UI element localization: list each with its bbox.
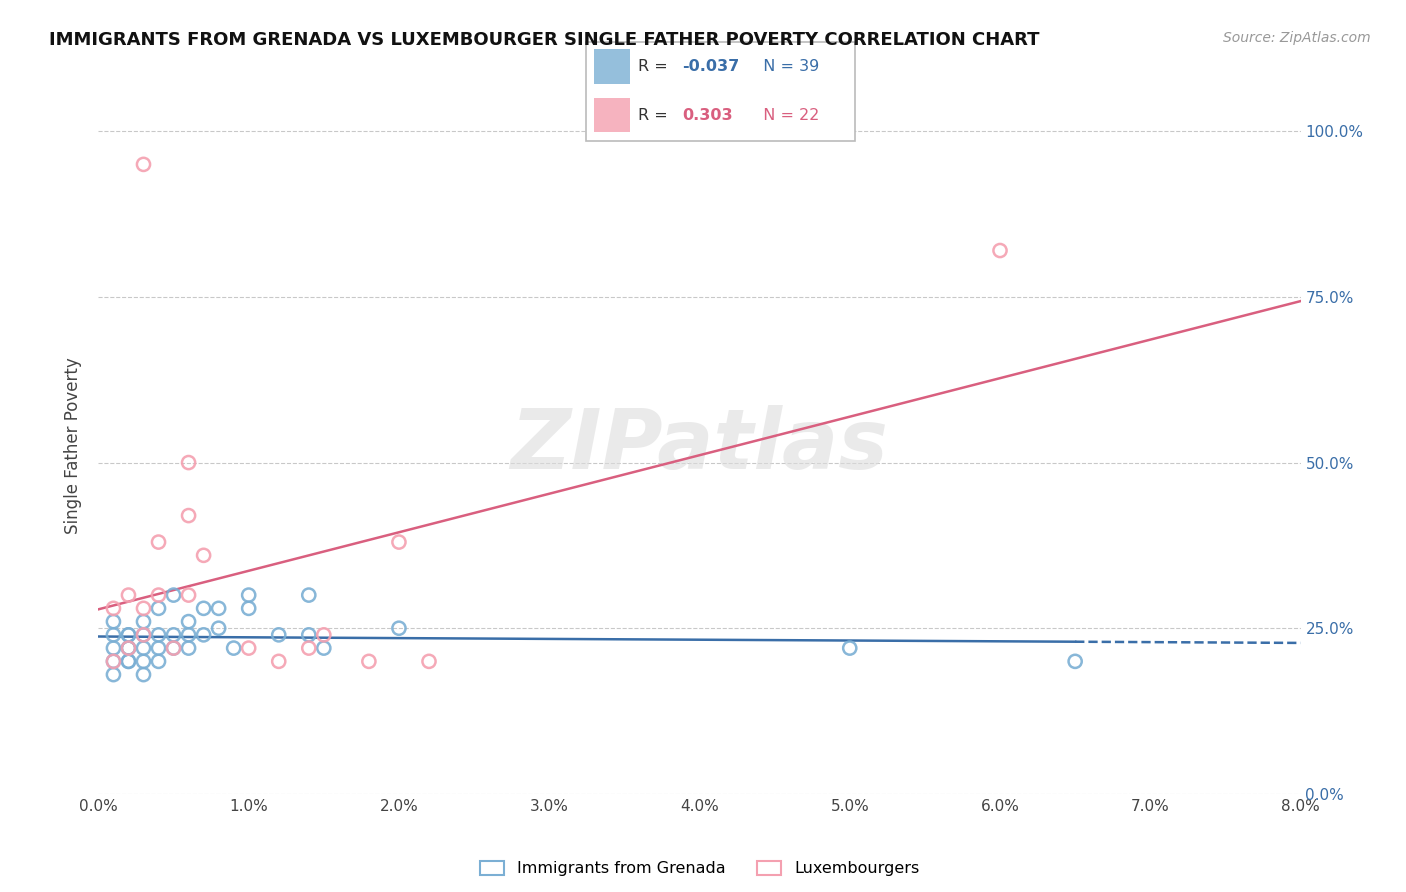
- Point: [103, 654, 125, 668]
- Point: [177, 628, 200, 642]
- Point: [103, 615, 125, 629]
- Point: [103, 654, 125, 668]
- Point: [208, 621, 231, 635]
- Text: Source: ZipAtlas.com: Source: ZipAtlas.com: [1223, 31, 1371, 45]
- Point: [357, 654, 380, 668]
- Point: [388, 535, 411, 549]
- FancyBboxPatch shape: [595, 97, 630, 132]
- Point: [238, 601, 260, 615]
- Point: [838, 641, 860, 656]
- Point: [298, 641, 321, 656]
- Text: R =: R =: [638, 59, 673, 74]
- Point: [193, 628, 215, 642]
- Point: [117, 654, 139, 668]
- FancyBboxPatch shape: [586, 42, 855, 141]
- Point: [132, 628, 155, 642]
- Point: [132, 641, 155, 656]
- Text: N = 22: N = 22: [754, 108, 820, 122]
- Point: [103, 667, 125, 681]
- Legend: Immigrants from Grenada, Luxembourgers: Immigrants from Grenada, Luxembourgers: [479, 861, 920, 876]
- Point: [148, 641, 170, 656]
- Point: [267, 628, 290, 642]
- Y-axis label: Single Father Poverty: Single Father Poverty: [65, 358, 83, 534]
- Text: -0.037: -0.037: [682, 59, 740, 74]
- Point: [148, 601, 170, 615]
- Point: [148, 588, 170, 602]
- Point: [208, 601, 231, 615]
- Point: [312, 641, 335, 656]
- Point: [238, 588, 260, 602]
- Point: [177, 588, 200, 602]
- Point: [148, 654, 170, 668]
- Point: [117, 628, 139, 642]
- Point: [162, 641, 184, 656]
- Point: [117, 628, 139, 642]
- Text: N = 39: N = 39: [754, 59, 820, 74]
- Point: [267, 654, 290, 668]
- Point: [388, 621, 411, 635]
- Point: [177, 456, 200, 470]
- Point: [103, 641, 125, 656]
- Text: ZIPatlas: ZIPatlas: [510, 406, 889, 486]
- Text: 0.303: 0.303: [682, 108, 733, 122]
- Point: [132, 157, 155, 171]
- Point: [238, 641, 260, 656]
- Point: [103, 601, 125, 615]
- Point: [148, 535, 170, 549]
- Point: [132, 615, 155, 629]
- Point: [117, 588, 139, 602]
- Point: [177, 508, 200, 523]
- Point: [162, 641, 184, 656]
- FancyBboxPatch shape: [595, 49, 630, 84]
- Point: [132, 601, 155, 615]
- Point: [103, 628, 125, 642]
- Point: [162, 628, 184, 642]
- Point: [193, 549, 215, 563]
- Point: [988, 244, 1011, 258]
- Point: [222, 641, 245, 656]
- Point: [117, 641, 139, 656]
- Point: [117, 641, 139, 656]
- Point: [132, 628, 155, 642]
- Point: [117, 641, 139, 656]
- Point: [177, 641, 200, 656]
- Point: [177, 615, 200, 629]
- Point: [132, 667, 155, 681]
- Point: [117, 654, 139, 668]
- Point: [418, 654, 440, 668]
- Point: [312, 628, 335, 642]
- Point: [148, 628, 170, 642]
- Text: IMMIGRANTS FROM GRENADA VS LUXEMBOURGER SINGLE FATHER POVERTY CORRELATION CHART: IMMIGRANTS FROM GRENADA VS LUXEMBOURGER …: [49, 31, 1039, 49]
- Point: [298, 588, 321, 602]
- Point: [1064, 654, 1087, 668]
- Text: R =: R =: [638, 108, 678, 122]
- Point: [162, 588, 184, 602]
- Point: [132, 654, 155, 668]
- Point: [193, 601, 215, 615]
- Point: [298, 628, 321, 642]
